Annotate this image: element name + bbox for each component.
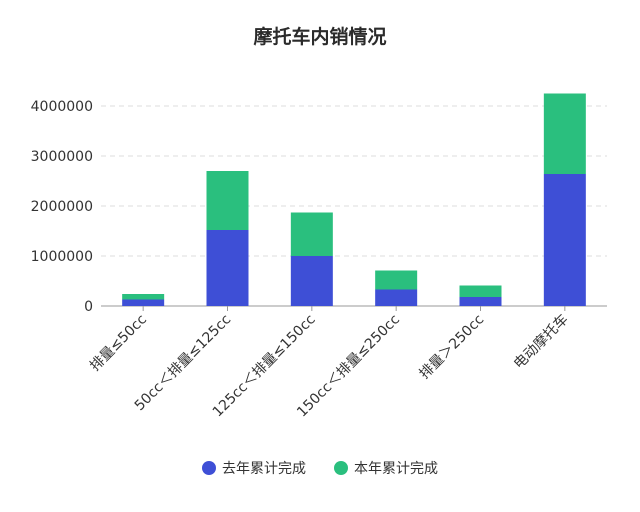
x-tick-label: 排量≤50cc — [87, 312, 150, 375]
legend-item-this-year[interactable]: 本年累计完成 — [334, 458, 438, 478]
bar-this-year — [122, 294, 165, 300]
y-tick-label: 4000000 — [31, 99, 93, 115]
bar-this-year — [459, 285, 502, 297]
legend-marker-last-year — [202, 461, 216, 475]
x-tick-label: 排量＞250cc — [417, 312, 488, 383]
bar-last-year — [206, 230, 249, 306]
legend: 去年累计完成 本年累计完成 — [0, 458, 640, 478]
bar-last-year — [459, 297, 502, 306]
bar-this-year — [206, 171, 249, 230]
bar-last-year — [290, 256, 333, 306]
bar-last-year — [122, 299, 165, 306]
legend-item-last-year[interactable]: 去年累计完成 — [202, 458, 306, 478]
y-tick-label: 1000000 — [31, 249, 93, 265]
bar-this-year — [543, 93, 586, 174]
legend-label-this-year: 本年累计完成 — [354, 461, 438, 477]
x-tick-label: 电动摩托车 — [510, 311, 572, 373]
y-tick-label: 2000000 — [31, 199, 93, 215]
y-tick-label: 0 — [84, 299, 93, 315]
legend-marker-this-year — [334, 461, 348, 475]
y-tick-label: 3000000 — [31, 149, 93, 165]
bar-this-year — [290, 212, 333, 256]
bar-this-year — [375, 270, 418, 290]
legend-label-last-year: 去年累计完成 — [222, 461, 306, 477]
chart-title: 摩托车内销情况 — [253, 26, 387, 48]
bar-last-year — [375, 289, 418, 306]
bar-last-year — [543, 174, 586, 306]
